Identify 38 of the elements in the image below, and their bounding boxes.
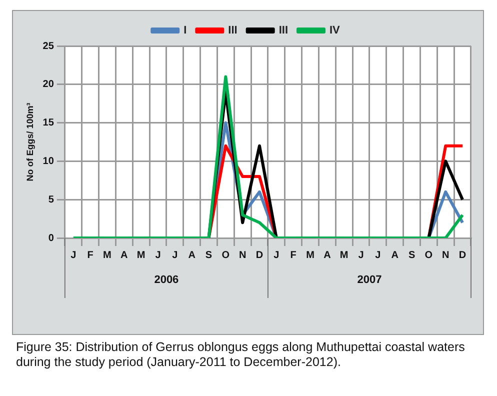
y-tick-label: 15 xyxy=(42,118,54,129)
y-tick-label: 25 xyxy=(42,40,54,52)
x-tick-label: M xyxy=(136,250,146,261)
x-tick-label: S xyxy=(205,250,212,261)
y-tick-label: 0 xyxy=(48,232,54,244)
x-tick-label: O xyxy=(222,250,230,261)
x-tick-label: J xyxy=(70,250,76,261)
x-tick-label: A xyxy=(188,250,196,261)
x-tick-label: N xyxy=(442,250,450,261)
x-tick-label: A xyxy=(391,250,398,261)
x-tick-label: O xyxy=(424,250,433,261)
y-axis-title: No of Eggs/ 100m³ xyxy=(24,102,35,182)
x-tick-label: D xyxy=(256,250,264,261)
y-tick-label: 20 xyxy=(42,79,54,90)
x-tick-label: A xyxy=(120,250,128,261)
x-tick-label: M xyxy=(340,250,348,261)
y-tick-label: 10 xyxy=(42,156,54,167)
x-tick-label: F xyxy=(290,250,296,261)
x-tick-label: J xyxy=(375,250,381,261)
x-tick-label: J xyxy=(155,250,161,261)
x-tick-label: J xyxy=(172,250,178,261)
legend-label: III xyxy=(278,24,288,37)
text: 2006 xyxy=(154,274,179,286)
x-tick-label: J xyxy=(274,250,280,261)
legend-label: III xyxy=(228,24,238,37)
x-tick-label: N xyxy=(238,250,246,261)
legend-label: I xyxy=(184,24,187,37)
x-tick-label: M xyxy=(306,250,314,261)
x-tick-label: A xyxy=(324,250,331,261)
text: 2007 xyxy=(357,274,382,286)
caption: Figure 35: Distribution of Gerrus oblongus eggs along Muthupettai coastal waters during the study period (January-2011 to December-2012). xyxy=(16,340,466,370)
x-tick-label: M xyxy=(103,250,112,261)
x-tick-label: J xyxy=(358,250,364,261)
legend-label: IV xyxy=(330,24,341,37)
x-tick-label: D xyxy=(458,250,466,261)
x-tick-label: S xyxy=(408,250,416,261)
y-tick-label: 5 xyxy=(48,194,54,206)
x-tick-label: F xyxy=(87,250,94,261)
